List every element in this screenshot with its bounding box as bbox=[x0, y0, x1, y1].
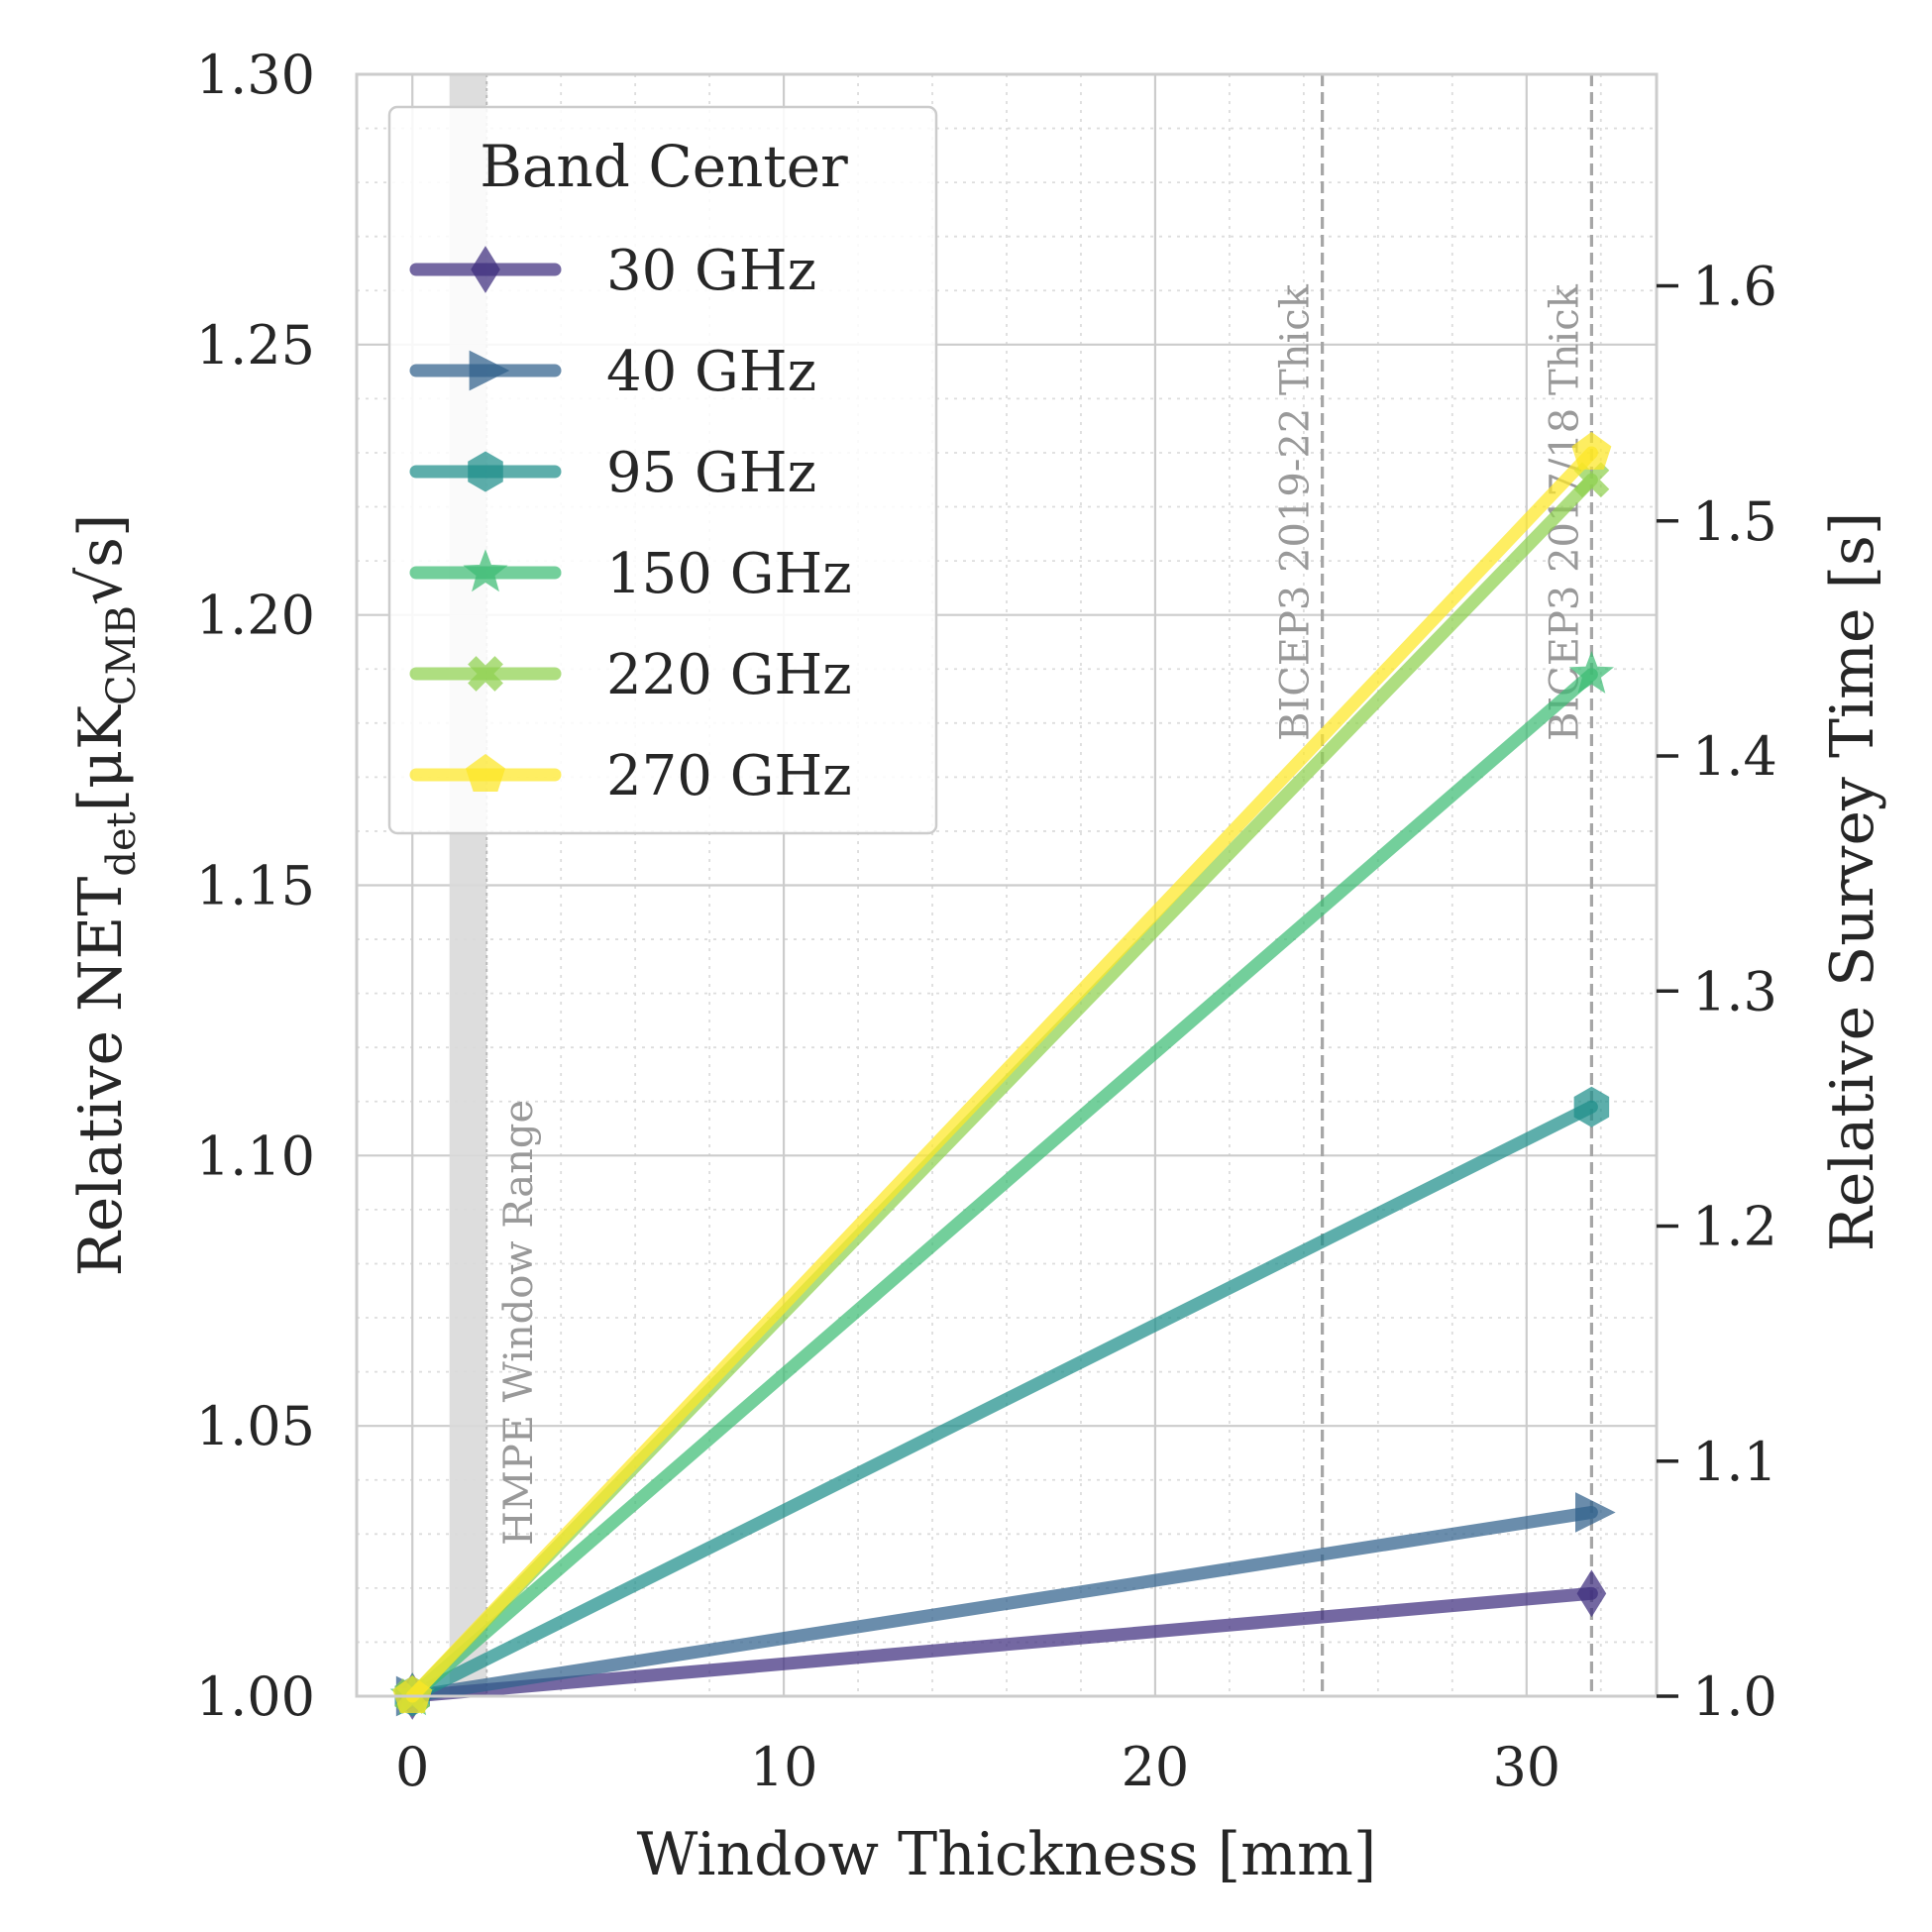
series-line-270-ghz bbox=[405, 446, 1598, 1703]
series-marker-95-ghz bbox=[1573, 1086, 1610, 1127]
y2-tick-label: 1.1 bbox=[1692, 1431, 1777, 1493]
legend-label: 150 GHz bbox=[606, 542, 852, 606]
x-tick-label: 10 bbox=[750, 1736, 818, 1798]
series-line-95-ghz bbox=[405, 1100, 1598, 1703]
legend-entry-220-ghz: 220 GHz bbox=[409, 643, 852, 707]
reference-line-label-1: BICEP3 2019-22 Thick bbox=[1273, 283, 1319, 741]
y-tick-label: 1.30 bbox=[196, 44, 315, 106]
ticks: 0 10 20 30 1.00 1.05 1.10 1.15 1.20 1.25 1.30 1.0 1.… bbox=[196, 44, 1777, 1798]
x-tick-label: 20 bbox=[1122, 1736, 1190, 1798]
y-axis-label-subscript: det bbox=[99, 811, 145, 876]
y-tick-label: 1.10 bbox=[196, 1125, 315, 1187]
y-tick-label: 1.25 bbox=[196, 314, 315, 376]
y-tick-label: 1.05 bbox=[196, 1395, 315, 1457]
y2-tick-label: 1.4 bbox=[1692, 725, 1777, 788]
legend-swatch-marker bbox=[471, 246, 500, 293]
series-marker-270-ghz bbox=[1571, 431, 1612, 470]
legend-entry-95-ghz: 95 GHz bbox=[409, 441, 816, 505]
legend-box bbox=[387, 105, 938, 835]
series-line-40-ghz bbox=[405, 1505, 1598, 1703]
series-line-150-ghz bbox=[405, 668, 1598, 1703]
y-axis-label-units: [μK bbox=[66, 704, 136, 811]
series-marker-270-ghz bbox=[392, 1674, 433, 1714]
hmpe-window-range-label: HMPE Window Range bbox=[496, 1100, 542, 1546]
legend-entry-150-ghz: 150 GHz bbox=[409, 542, 852, 606]
plot-frame bbox=[355, 72, 1659, 1698]
series-marker-150-ghz bbox=[1568, 650, 1614, 694]
y-tick-label: 1.00 bbox=[196, 1665, 315, 1728]
series-marker-220-ghz bbox=[1573, 462, 1610, 498]
y2-tick-label: 1.5 bbox=[1692, 490, 1777, 553]
y2-tick-label: 1.6 bbox=[1692, 256, 1777, 318]
y-tick-label: 1.20 bbox=[196, 585, 315, 647]
legend-swatch-marker bbox=[465, 753, 506, 793]
legend-swatch-marker bbox=[463, 549, 508, 592]
legend-title: Band Center bbox=[480, 133, 848, 200]
legend-swatch-marker bbox=[468, 451, 503, 492]
series-marker-40-ghz bbox=[1575, 1492, 1616, 1533]
series-marker-30-ghz bbox=[1576, 1569, 1607, 1618]
y-tick-label: 1.15 bbox=[196, 855, 315, 917]
legend-label: 30 GHz bbox=[606, 239, 816, 303]
legend-entry-30-ghz: 30 GHz bbox=[409, 239, 816, 303]
legend-entry-270-ghz: 270 GHz bbox=[409, 744, 852, 808]
y2-tick-label: 1.0 bbox=[1692, 1665, 1777, 1728]
secondary-y-axis-label: Relative Survey Time [s] bbox=[1818, 512, 1887, 1252]
series-line-30-ghz bbox=[405, 1586, 1598, 1703]
y-axis-label-units-subscript: CMB bbox=[99, 605, 145, 705]
x-tick-label: 30 bbox=[1492, 1736, 1560, 1798]
legend: Band Center 30 GHz 40 GHz 95 GHz 150 GHz 220… bbox=[387, 105, 938, 835]
legend-entries: 30 GHz 40 GHz 95 GHz 150 GHz 220 GHz 270 GHz bbox=[409, 239, 852, 808]
y2-tick-label: 1.3 bbox=[1692, 960, 1777, 1022]
legend-swatch-marker bbox=[469, 350, 510, 391]
legend-label: 40 GHz bbox=[606, 340, 816, 404]
legend-label: 220 GHz bbox=[606, 643, 852, 707]
legend-entry-40-ghz: 40 GHz bbox=[409, 340, 816, 404]
x-tick-label: 0 bbox=[395, 1736, 429, 1798]
x-axis-label: Window Thickness [mm] bbox=[637, 1820, 1377, 1889]
legend-label: 95 GHz bbox=[606, 441, 816, 505]
legend-label: 270 GHz bbox=[606, 744, 852, 808]
y2-tick-label: 1.2 bbox=[1692, 1196, 1777, 1258]
y-axis-label-main: Relative NET bbox=[66, 877, 136, 1277]
legend-swatch-marker bbox=[468, 656, 503, 692]
y-axis-label-sqrt: √s] bbox=[66, 514, 136, 605]
y-axis-label: Relative NETdet[μKCMB√s] bbox=[66, 514, 145, 1277]
